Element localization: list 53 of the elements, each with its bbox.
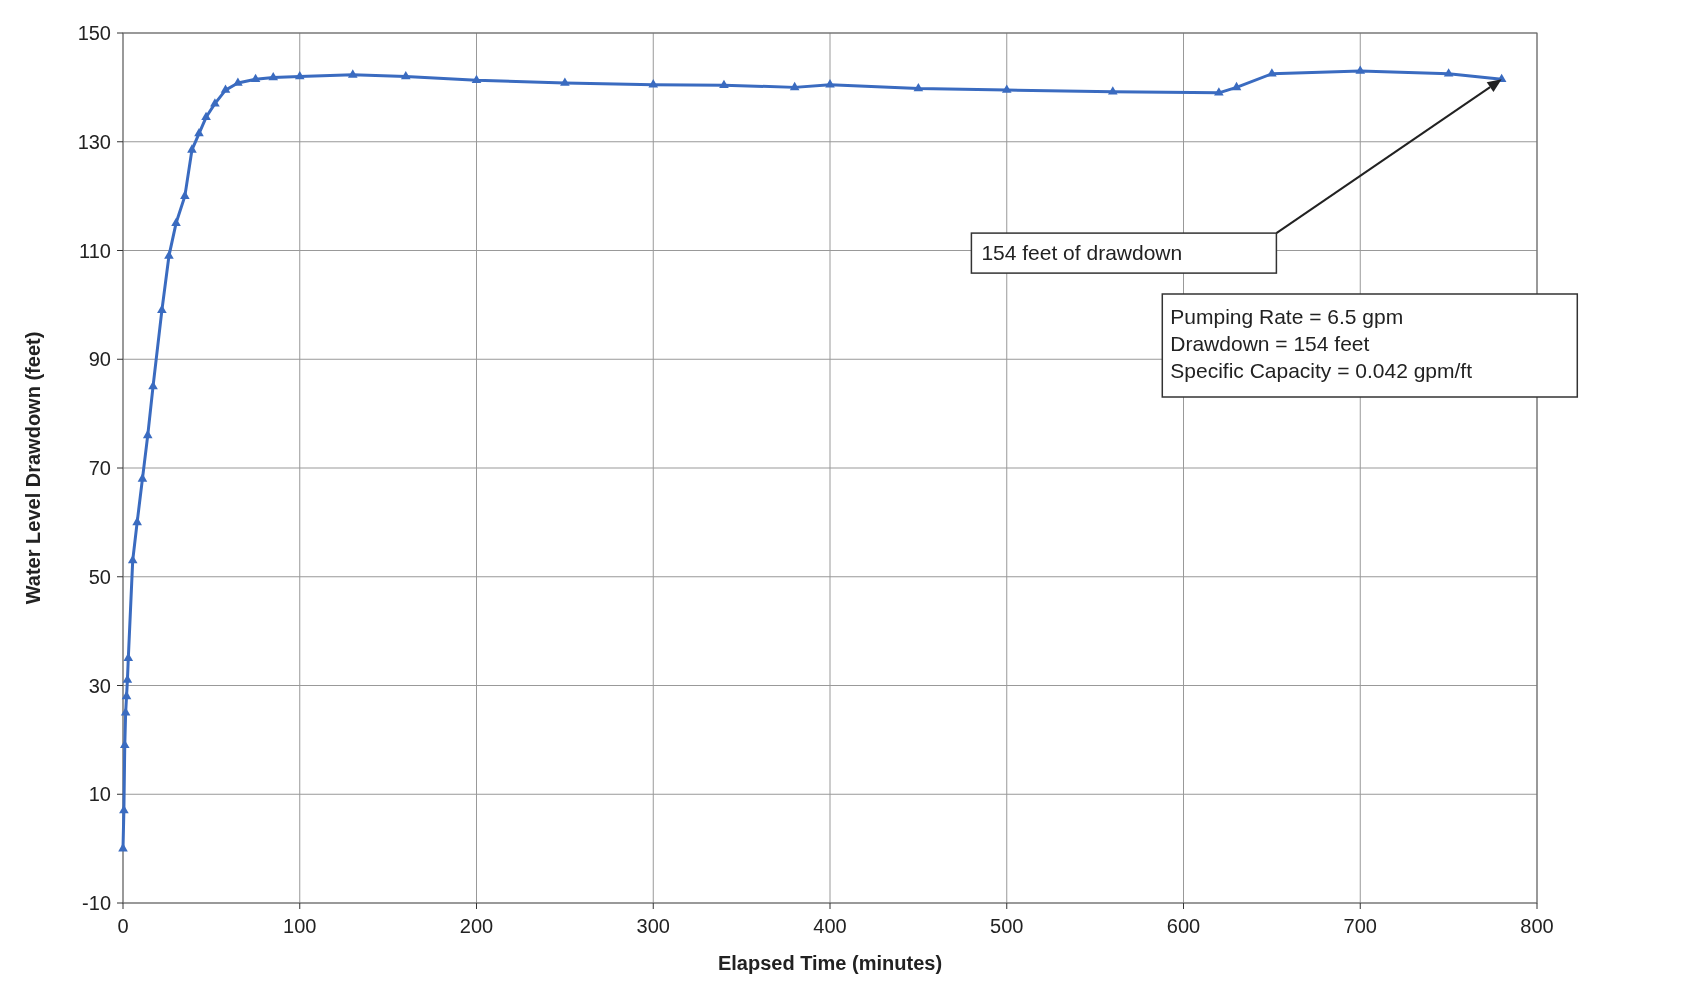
y-tick-label: 110 <box>79 239 111 262</box>
point <box>171 217 181 227</box>
point <box>648 79 659 88</box>
y-tick-label: 90 <box>88 348 111 371</box>
point <box>1355 65 1366 74</box>
point <box>294 70 305 80</box>
point <box>1231 81 1242 91</box>
point <box>250 73 261 82</box>
point <box>187 144 197 153</box>
x-axis-title: Elapsed Time (minutes) <box>717 952 943 974</box>
x-tick-label: 300 <box>636 915 670 937</box>
y-tick-label: 10 <box>88 783 111 806</box>
point <box>789 81 800 91</box>
x-tick-label: 400 <box>813 915 847 937</box>
x-tick-label: 200 <box>459 915 494 937</box>
point <box>825 79 835 88</box>
point <box>268 72 279 81</box>
point <box>1443 68 1454 77</box>
y-tick-label: 150 <box>77 22 111 44</box>
point <box>201 111 211 121</box>
x-tick-label: 500 <box>990 915 1024 937</box>
point <box>719 79 729 88</box>
y-tick-label: -10 <box>82 892 111 914</box>
point <box>1267 68 1277 77</box>
point <box>120 707 131 716</box>
point <box>164 250 174 259</box>
point <box>1107 86 1118 95</box>
point <box>1001 84 1012 93</box>
point <box>180 190 190 199</box>
x-tick-label: 700 <box>1343 915 1377 937</box>
point <box>233 77 243 86</box>
point <box>137 473 148 482</box>
y-tick-label: 130 <box>77 130 111 153</box>
point <box>194 128 204 137</box>
y-tick-label: 70 <box>88 457 111 479</box>
annotation: Pumping Rate = 6.5 gpm Drawdown = 154 feet Specific Capacity = 0.042 gpm/ft <box>1170 305 1473 382</box>
point <box>132 516 142 526</box>
point <box>1214 87 1224 96</box>
point <box>400 70 411 80</box>
y-axis-title: Water Level Drawdown (feet) <box>22 331 44 605</box>
point <box>220 84 231 93</box>
point <box>148 380 158 390</box>
y-tick-label: 50 <box>88 565 111 588</box>
annotation: 154 feet of drawdown <box>981 241 1183 265</box>
x-tick-label: 0 <box>117 915 129 937</box>
point <box>913 82 924 92</box>
y-tick-label: 30 <box>88 674 111 697</box>
point <box>471 74 482 84</box>
x-tick-label: 800 <box>1520 915 1554 937</box>
point <box>347 69 358 78</box>
x-tick-label: 100 <box>283 915 317 937</box>
x-tick-label: 600 <box>1166 915 1201 937</box>
point <box>560 77 570 86</box>
